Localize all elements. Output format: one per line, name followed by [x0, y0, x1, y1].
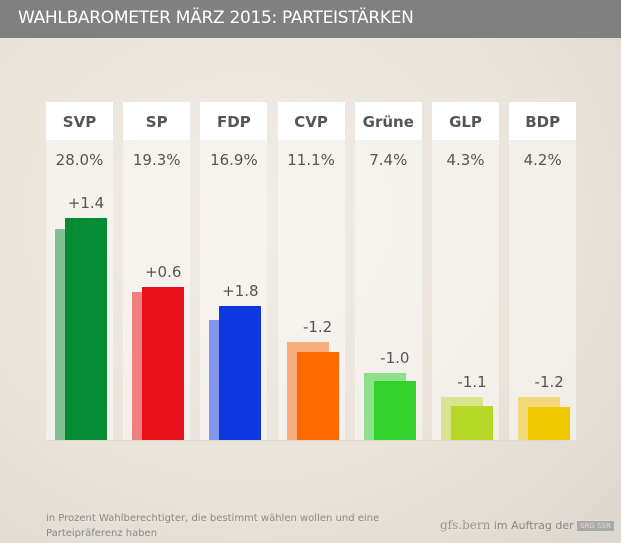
change-label: -1.0	[380, 349, 410, 368]
bar-current	[142, 286, 185, 440]
title-bar: WAHLBAROMETER MÄRZ 2015: PARTEISTÄRKEN	[0, 0, 621, 38]
change-label: -1.1	[457, 373, 487, 392]
value-label: 4.3%	[446, 151, 485, 169]
gfs-bern-logo: gfs.bern	[440, 518, 491, 532]
bar-current	[528, 406, 571, 440]
party-label: Grüne	[354, 102, 422, 140]
baseline	[46, 440, 575, 441]
srg-ssr-logo: SRG SSR	[577, 521, 614, 531]
party-column: BDP 4.2%	[509, 102, 577, 440]
credit-text: im Auftrag der	[493, 519, 574, 532]
bar-current	[451, 405, 493, 440]
change-label: -1.2	[302, 318, 333, 337]
party-column: GLP 4.3%	[432, 102, 499, 440]
footnote-line-1: in Prozent Wahlberechtigter, die bestimm…	[46, 513, 380, 524]
footnote-line-2: Parteipräferenz haben	[46, 528, 158, 539]
chart-title: WAHLBAROMETER MÄRZ 2015: PARTEISTÄRKEN	[18, 8, 414, 28]
party-label: SVP	[46, 102, 113, 140]
value-label: 4.2%	[523, 151, 562, 169]
party-label: CVP	[277, 102, 345, 140]
party-label: BDP	[509, 102, 577, 140]
value-label: 11.1%	[287, 151, 335, 169]
bar-current	[373, 381, 416, 440]
change-label: +1.4	[67, 194, 105, 212]
party-label: SP	[123, 102, 191, 140]
footnote: in Prozent Wahlberechtigter, die bestimm…	[46, 511, 406, 541]
credit: gfs.bern im Auftrag der SRG SSR	[440, 518, 614, 532]
change-label: -1.2	[534, 373, 564, 392]
bar-current	[296, 351, 339, 440]
change-label: +1.8	[222, 282, 259, 300]
bar-current	[219, 306, 262, 440]
party-label: GLP	[432, 102, 499, 140]
party-label: FDP	[200, 102, 268, 140]
value-label: 19.3%	[132, 151, 181, 169]
value-label: 16.9%	[210, 151, 258, 169]
value-label: 7.4%	[369, 151, 408, 169]
value-label: 28.0%	[55, 151, 104, 169]
change-label: +0.6	[144, 262, 182, 281]
bar-current	[65, 218, 107, 440]
